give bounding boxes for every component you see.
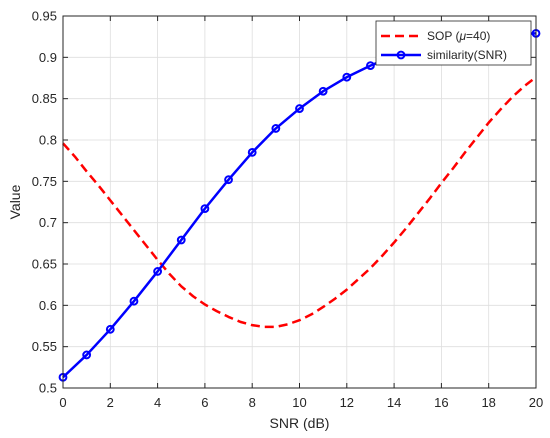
legend-similarity-marker — [396, 50, 406, 60]
x-tick-label: 20 — [529, 395, 543, 410]
x-tick-labels: 0 2 4 6 8 10 12 14 16 18 20 — [59, 395, 543, 410]
y-tick-label: 0.7 — [39, 215, 57, 230]
x-tick-label: 14 — [387, 395, 401, 410]
similarity-data-point — [366, 61, 375, 70]
similarity-data-point — [129, 296, 139, 306]
y-tick-label: 0.6 — [39, 298, 57, 313]
legend-sop-label: SOP (μ=40) — [427, 29, 490, 43]
legend: SOP (μ=40) similarity(SNR) — [375, 20, 532, 66]
x-tick-label: 12 — [340, 395, 354, 410]
similarity-data-point — [247, 148, 257, 157]
x-tick-label: 4 — [154, 395, 161, 410]
y-tick-label: 0.9 — [39, 50, 57, 65]
similarity-data-point — [82, 350, 92, 360]
x-tick-label: 2 — [107, 395, 114, 410]
y-tick-label: 0.55 — [32, 339, 57, 354]
x-tick-label: 8 — [249, 395, 256, 410]
y-tick-label: 0.65 — [32, 257, 57, 272]
y-tick-label: 0.95 — [32, 9, 57, 24]
similarity-data-point — [176, 235, 186, 245]
similarity-data-point — [224, 175, 233, 185]
y-tick-label: 0.85 — [32, 91, 57, 106]
similarity-data-point — [342, 72, 352, 82]
x-tick-label: 18 — [481, 395, 495, 410]
x-tick-label: 0 — [59, 395, 66, 410]
y-tick-label: 0.8 — [39, 133, 57, 148]
similarity-data-point — [200, 204, 210, 214]
similarity-data-point — [295, 104, 304, 113]
x-tick-label: 10 — [292, 395, 306, 410]
y-axis-label: Value — [7, 184, 23, 219]
x-axis-label: SNR (dB) — [270, 415, 330, 431]
similarity-data-point — [318, 86, 328, 96]
y-tick-label: 0.5 — [39, 381, 57, 396]
similarity-data-point — [105, 324, 115, 334]
y-tick-label: 0.75 — [32, 174, 57, 189]
axes-box — [62, 15, 537, 389]
similarity-data-point — [153, 267, 163, 276]
sop-series-line — [62, 76, 537, 329]
similarity-data-point — [271, 124, 281, 133]
legend-similarity-label: similarity(SNR) — [427, 48, 507, 62]
x-tick-label: 6 — [201, 395, 208, 410]
y-tick-labels: 0.5 0.55 0.6 0.65 0.7 0.75 0.8 0.85 0.9 0.95 — [32, 9, 57, 396]
x-tick-label: 16 — [434, 395, 448, 410]
